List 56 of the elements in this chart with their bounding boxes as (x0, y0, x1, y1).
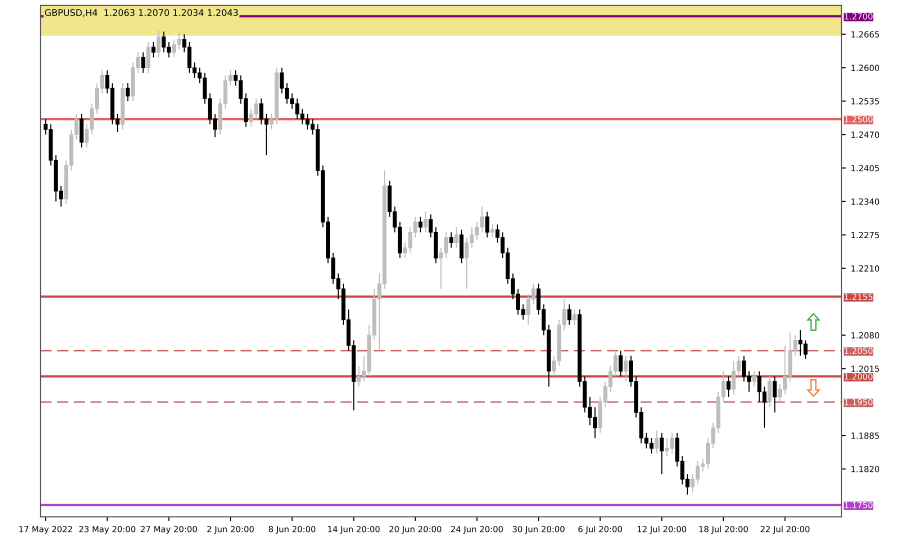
x-tick-label: 6 Jul 20:00 (578, 526, 622, 534)
candlestick (146, 41, 150, 74)
candlestick (726, 376, 731, 398)
y-tick-label: 1.1820 (851, 466, 880, 472)
x-tick-label: 27 May 20:00 (140, 526, 197, 534)
candlestick (80, 113, 84, 148)
candlestick (454, 226, 458, 248)
y-tick-label: 1.2340 (851, 198, 880, 205)
x-tick-label: 18 Jul 20:00 (699, 526, 748, 534)
y-tick-label: 1.2210 (851, 265, 880, 272)
candlestick (567, 304, 572, 326)
candlestick (126, 82, 130, 102)
candlestick (768, 376, 772, 408)
x-tick-label: 2 Jun 20:00 (207, 526, 254, 534)
y-tick-label: 1.2665 (851, 31, 879, 38)
x-tick-label: 8 Jun 20:00 (268, 526, 316, 534)
y-tick-label: 1.1885 (851, 432, 879, 439)
candlestick (485, 211, 490, 238)
candlestick (460, 229, 464, 264)
ref-line-label: 1.2050 (844, 348, 873, 354)
candlestick (490, 224, 494, 238)
x-tick-label: 22 Jul 20:00 (760, 526, 810, 534)
candlestick (572, 308, 576, 326)
y-tick-label: 1.2535 (851, 98, 879, 104)
candlestick (752, 370, 756, 388)
y-tick-label: 1.2015 (851, 366, 879, 372)
chart-title: GBPUSD,H4 1.2063 1.2070 1.2034 1.2043 (45, 9, 238, 17)
candlestick (418, 216, 422, 233)
candlestick (424, 211, 428, 233)
x-tick-label: 20 Jun 20:00 (389, 526, 442, 534)
ref-line-label: 1.2700 (844, 13, 873, 20)
ref-line-label: 1.1750 (844, 502, 873, 508)
x-tick-label: 30 Jun 20:00 (512, 526, 564, 534)
y-tick-label: 1.2470 (851, 132, 880, 138)
candlestick (618, 350, 623, 377)
candlestick (624, 355, 628, 382)
x-tick-label: 14 Jun 20:00 (328, 526, 380, 534)
ref-line-label: 1.2000 (844, 373, 873, 380)
x-tick-label: 17 May 2022 (19, 526, 72, 534)
x-tick-label: 23 May 20:00 (79, 526, 136, 534)
candlestick (654, 430, 659, 454)
x-tick-label: 12 Jul 20:00 (638, 526, 686, 534)
ref-line-label: 1.2155 (844, 294, 872, 300)
candlestick (772, 376, 777, 413)
y-tick-label: 1.2080 (851, 332, 880, 338)
candlestick (141, 52, 146, 74)
x-tick-label: 24 Jun 20:00 (451, 526, 503, 534)
candlestick (660, 432, 664, 475)
candlestick (156, 30, 161, 58)
candlestick (151, 41, 156, 58)
y-tick-label: 1.2275 (851, 232, 879, 238)
y-tick-label: 1.2600 (851, 64, 880, 71)
ref-line-label: 1.2500 (844, 116, 873, 122)
ref-line-label: 1.1950 (844, 399, 873, 406)
candlestick (449, 232, 454, 248)
y-tick-label: 1.2405 (851, 164, 879, 172)
